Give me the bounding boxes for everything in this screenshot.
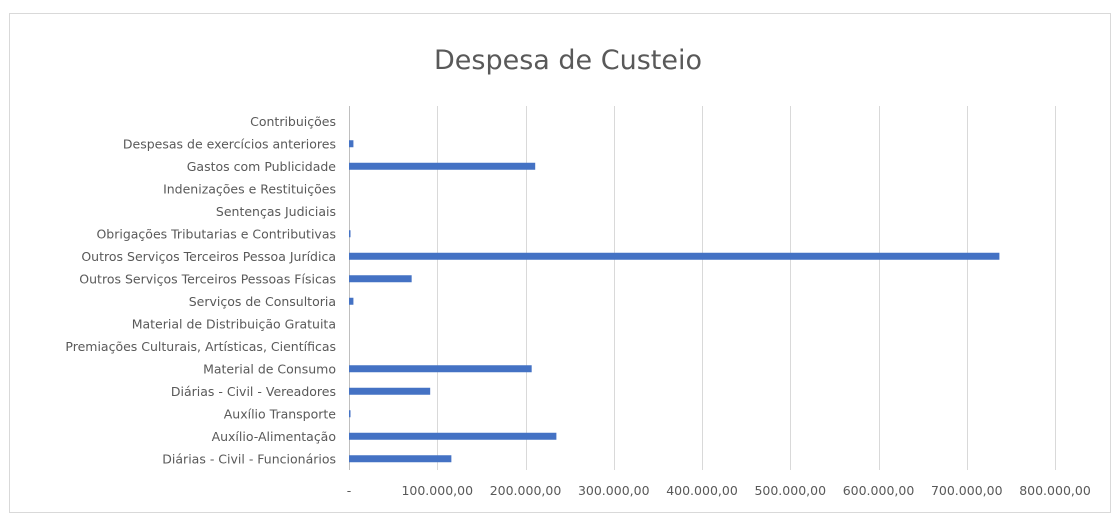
category-label: Indenizações e Restituições — [163, 181, 336, 196]
x-tick-label: 700.000,00 — [931, 483, 1003, 498]
bar — [349, 387, 431, 395]
category-label: Diárias - Civil - Funcionários — [162, 451, 336, 466]
category-labels: Contribuições Despesas de exercícios ante… — [65, 114, 336, 467]
gridlines — [349, 106, 1056, 470]
x-tick-label: 500.000,00 — [754, 483, 826, 498]
bar — [349, 252, 1000, 260]
bar — [349, 297, 354, 305]
x-tick-label: 100.000,00 — [401, 483, 473, 498]
x-tick-label: 400.000,00 — [666, 483, 738, 498]
bar — [349, 455, 452, 463]
category-label: Contribuições — [250, 114, 336, 129]
category-label: Sentenças Judiciais — [216, 204, 336, 219]
x-tick-label: 200.000,00 — [490, 483, 562, 498]
x-tick-label: 300.000,00 — [578, 483, 650, 498]
x-tick-labels: - 100.000,00 200.000,00 300.000,00 400.000,0… — [347, 483, 1091, 498]
category-label: Despesas de exercícios anteriores — [123, 136, 336, 151]
bar — [349, 140, 354, 148]
bar — [349, 275, 412, 283]
x-tick-label: 800.000,00 — [1019, 483, 1091, 498]
category-label: Auxílio-Alimentação — [212, 429, 336, 444]
bar — [349, 432, 557, 440]
bar — [349, 230, 351, 238]
category-label: Outros Serviços Terceiros Pessoas Física… — [79, 271, 336, 286]
bar — [349, 365, 532, 373]
category-label: Diárias - Civil - Vereadores — [171, 384, 336, 399]
category-label: Material de Distribuição Gratuita — [132, 316, 336, 331]
category-label: Auxílio Transporte — [224, 406, 337, 421]
bar — [349, 410, 351, 418]
bar — [349, 162, 536, 170]
bars — [349, 140, 1000, 463]
category-label: Gastos com Publicidade — [187, 159, 337, 174]
category-label: Serviços de Consultoria — [189, 294, 336, 309]
category-label: Outros Serviços Terceiros Pessoa Jurídic… — [81, 249, 336, 264]
x-tick-label: - — [347, 483, 352, 498]
x-tick-label: 600.000,00 — [843, 483, 915, 498]
category-label: Obrigações Tributarias e Contributivas — [96, 226, 336, 241]
chart-title: Despesa de Custeio — [434, 45, 702, 76]
chart-frame — [9, 13, 1111, 513]
category-label: Premiações Culturais, Artísticas, Cientí… — [65, 339, 336, 354]
category-label: Material de Consumo — [203, 361, 336, 376]
